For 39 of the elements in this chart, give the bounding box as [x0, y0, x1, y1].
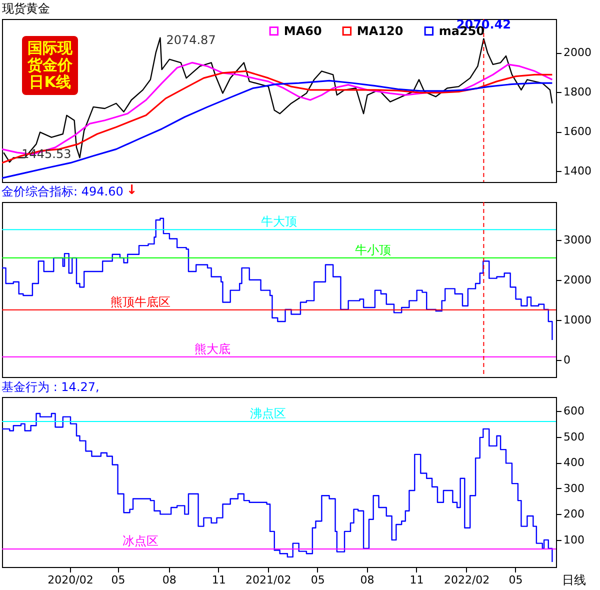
y-tick-label: 200: [564, 508, 584, 521]
x-tick-label: 2021/02: [246, 574, 292, 586]
x-tick-label: 05: [111, 574, 126, 586]
text: ↓: [126, 182, 138, 198]
x-tick-label: 2022/02: [444, 574, 490, 586]
y-tick-label: 2000: [564, 273, 592, 286]
y-tick-label: 0: [564, 353, 570, 366]
y-tick-label: 1800: [564, 86, 592, 99]
x-tick-label: 11: [212, 574, 226, 586]
y-tick-label: 500: [564, 430, 584, 444]
x-tick-label: 05: [508, 574, 523, 586]
x-tick-label: 11: [410, 574, 424, 586]
chart-title: 基金行为 : 14.27,: [2, 380, 100, 394]
x-tick-label: 08: [360, 574, 374, 586]
y-tick-label: 400: [564, 456, 584, 470]
annotation: 国际现货金价日K线: [22, 36, 78, 95]
ref-line-label: 牛大顶: [261, 214, 297, 229]
text: 日线: [562, 572, 586, 589]
x-tick-label: 2020/02: [48, 574, 94, 586]
annotation: 2074.87: [166, 32, 216, 47]
y-tick-label: 600: [564, 404, 584, 418]
y-tick-label: 300: [564, 482, 584, 495]
y-tick-label: 2000: [564, 46, 592, 60]
y-tick-label: 1000: [564, 313, 592, 326]
y-tick-label: 100: [564, 533, 584, 546]
x-tick-label: 08: [162, 574, 176, 586]
y-tick-label: 1400: [564, 164, 592, 178]
legend-label: MA60: [284, 24, 322, 38]
ref-line-label: 牛小顶: [355, 242, 392, 257]
ref-line-label: 沸点区: [250, 406, 286, 420]
y-tick-label: 1600: [564, 125, 592, 138]
y-tick-label: 3000: [564, 233, 592, 246]
chart-title: 现货黄金: [2, 2, 50, 16]
ref-line-label: 熊大底: [194, 342, 231, 356]
ref-line-label: 熊顶牛底区: [110, 294, 170, 309]
chart-title: 金价综合指标: 494.60: [2, 184, 124, 198]
x-tick-label: 05: [310, 574, 325, 586]
ref-line-label: 冰点区: [122, 534, 158, 548]
legend-label: MA120: [356, 24, 404, 38]
